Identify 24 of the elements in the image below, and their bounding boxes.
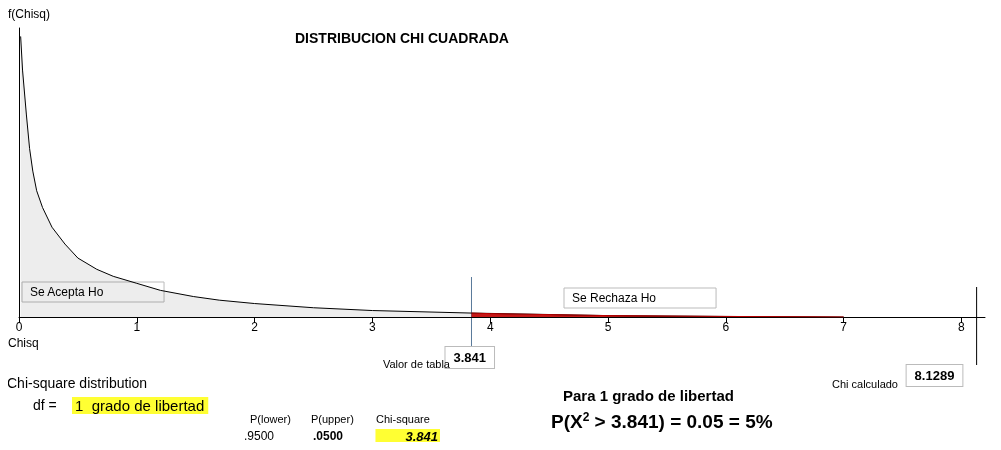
text: Para 1 grado de libertad <box>563 387 734 404</box>
text: .0500 <box>313 429 344 443</box>
y-axis-title: f(Chisq) <box>8 7 51 21</box>
ref-line-label: 8.1289 <box>914 368 955 383</box>
text: 3.841 <box>405 429 438 444</box>
text: Chi calculado <box>831 377 898 390</box>
text: P(lower) <box>250 412 291 425</box>
text: df = <box>33 397 57 413</box>
text: Valor de tabla <box>382 357 451 370</box>
text: P(upper) <box>311 412 354 425</box>
text: 1 grado de libertad <box>75 397 205 414</box>
x-tick-label: 5 <box>604 320 612 334</box>
x-tick-label: 3 <box>369 320 377 334</box>
text: Chi-square distribution <box>7 375 148 391</box>
x-axis-title: Chisq <box>8 336 39 350</box>
annotation: Se Acepta Ho <box>30 285 104 299</box>
text: Chi-square <box>376 412 430 425</box>
x-tick-label: 4 <box>486 320 494 334</box>
x-tick-label: 6 <box>722 320 730 334</box>
text: .9500 <box>244 429 275 443</box>
ref-line-label: 3.841 <box>453 350 487 365</box>
chart-title: DISTRIBUCION CHI CUADRADA <box>295 30 509 46</box>
x-tick-label: 8 <box>958 320 966 334</box>
annotation: Se Rechaza Ho <box>572 291 657 305</box>
